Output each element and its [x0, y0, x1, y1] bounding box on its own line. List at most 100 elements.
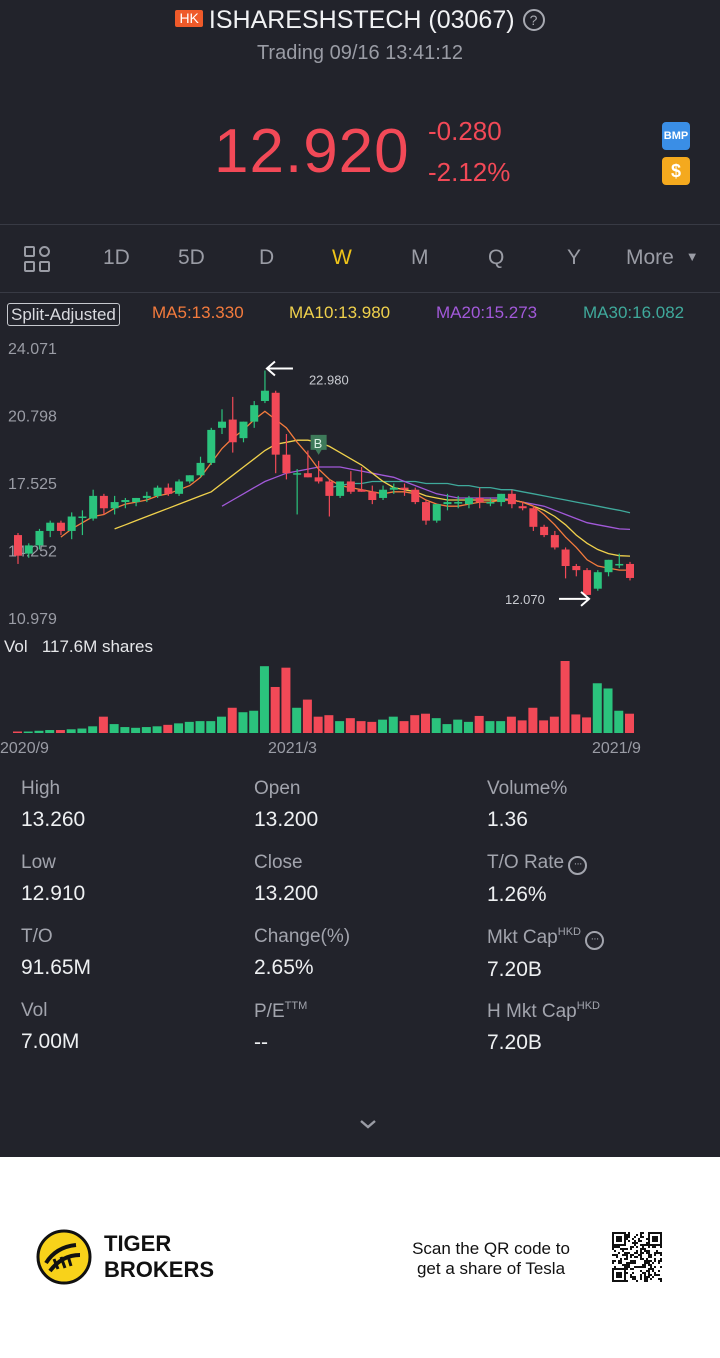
grid-icon[interactable] [24, 246, 52, 274]
more-info-icon[interactable]: ··· [568, 856, 588, 875]
qr-module [626, 1280, 628, 1282]
qr-module [618, 1246, 620, 1248]
tab-5d[interactable]: 5D [178, 246, 205, 269]
stat-value: -- [254, 1031, 268, 1054]
qr-module [640, 1270, 642, 1272]
volume-bar [131, 727, 141, 733]
volume-bar [184, 721, 194, 733]
qr-module [618, 1260, 620, 1262]
qr-module [640, 1252, 642, 1254]
qr-module [622, 1248, 624, 1250]
volume-chart[interactable]: 2020/9 2021/3 2021/9 [0, 660, 720, 760]
qr-module [654, 1274, 656, 1276]
qr-module [646, 1276, 648, 1278]
volume-bar [506, 716, 516, 733]
help-icon[interactable]: ? [522, 9, 545, 31]
volume-bar [313, 716, 323, 733]
qr-module [626, 1266, 628, 1268]
qr-module [640, 1236, 642, 1238]
qr-module [642, 1264, 644, 1266]
more-info-icon[interactable]: ··· [584, 931, 604, 950]
candle-body [24, 545, 33, 554]
qr-module [626, 1252, 628, 1254]
qr-module [642, 1236, 644, 1238]
stat-label: Close [254, 852, 303, 873]
brand-line-2: BROKERS [104, 1257, 215, 1282]
tab-d[interactable]: D [259, 246, 275, 269]
ma30-label: MA30:16.082 [583, 303, 685, 322]
stat-label: Change(%) [254, 926, 351, 947]
scan-line-1: Scan the QR code to [412, 1239, 570, 1258]
qr-module [616, 1246, 618, 1248]
stat-value: 13.200 [254, 882, 319, 905]
buy-marker-label: B [314, 436, 323, 451]
volume-bar [302, 699, 312, 733]
qr-module [646, 1280, 648, 1282]
bmp-icon[interactable]: BMP [662, 122, 690, 150]
qr-module [632, 1242, 634, 1244]
qr-module [648, 1250, 650, 1252]
volume-bar [141, 727, 151, 733]
ttm-sup: TTM [284, 1000, 308, 1012]
qr-module [636, 1250, 638, 1252]
qr-module [632, 1278, 634, 1280]
qr-code[interactable] [612, 1232, 662, 1282]
y-tick-label: 24.071 [8, 341, 57, 358]
qr-module [636, 1266, 638, 1268]
qr-module [628, 1252, 630, 1254]
volume-bar [485, 721, 495, 733]
qr-module [626, 1248, 628, 1250]
share-footer: TIGER BROKERS Scan the QR code to get a … [0, 1157, 720, 1358]
qr-module [634, 1242, 636, 1244]
stat-label-text: T/O Rate [487, 852, 565, 873]
qr-module [644, 1278, 646, 1280]
volume-bar [206, 721, 216, 733]
qr-module [614, 1254, 616, 1256]
qr-module [650, 1278, 652, 1280]
tab-y[interactable]: Y [567, 246, 582, 269]
stat-value: 7.20B [487, 1031, 542, 1054]
qr-module [644, 1274, 646, 1276]
tab-1d[interactable]: 1D [103, 246, 130, 269]
volume-bar [109, 724, 119, 733]
split-adjusted-toggle[interactable]: Split-Adjusted [7, 303, 120, 326]
stat-label: P/ETTM [254, 1000, 307, 1023]
qr-module [644, 1272, 646, 1274]
stock-title-row: HK ISHARESHSTECH (03067)? [0, 6, 720, 35]
tab-q[interactable]: Q [488, 246, 505, 269]
qr-module [626, 1262, 628, 1264]
qr-module [630, 1248, 632, 1250]
tab-m[interactable]: M [411, 246, 429, 269]
candle-body [35, 530, 44, 546]
qr-module [646, 1260, 648, 1262]
qr-module [620, 1248, 622, 1250]
stat-market-cap: Mkt CapHKD··· 7.20B [487, 926, 604, 982]
qr-module [642, 1248, 644, 1250]
dollar-icon[interactable]: $ [662, 157, 690, 185]
qr-module [654, 1272, 656, 1274]
candle-body [593, 572, 602, 589]
candlestick-chart[interactable]: 24.07120.79817.52514.25210.97922.98012.0… [0, 336, 720, 632]
volume-bar [259, 666, 269, 733]
chevron-down-icon[interactable] [356, 1112, 380, 1136]
ma30-line [329, 480, 631, 514]
volume-bar [571, 714, 581, 733]
qr-module [636, 1246, 638, 1248]
candle-body [132, 497, 141, 503]
qr-module [626, 1258, 628, 1260]
qr-module [632, 1272, 634, 1274]
candle-body [78, 516, 87, 519]
tab-w[interactable]: W [332, 246, 352, 269]
volume-bar [453, 719, 463, 733]
candle-body [67, 516, 76, 531]
tab-more[interactable]: More ▼ [626, 246, 699, 270]
volume-bar [463, 721, 473, 733]
volume-bar [174, 723, 184, 733]
qr-module [638, 1238, 640, 1240]
volume-bar [356, 721, 366, 733]
qr-module [634, 1252, 636, 1254]
currency-sup: HKD [576, 1000, 600, 1012]
volume-bar [442, 724, 452, 733]
candle-body [228, 419, 237, 443]
volume-bar [388, 716, 398, 733]
